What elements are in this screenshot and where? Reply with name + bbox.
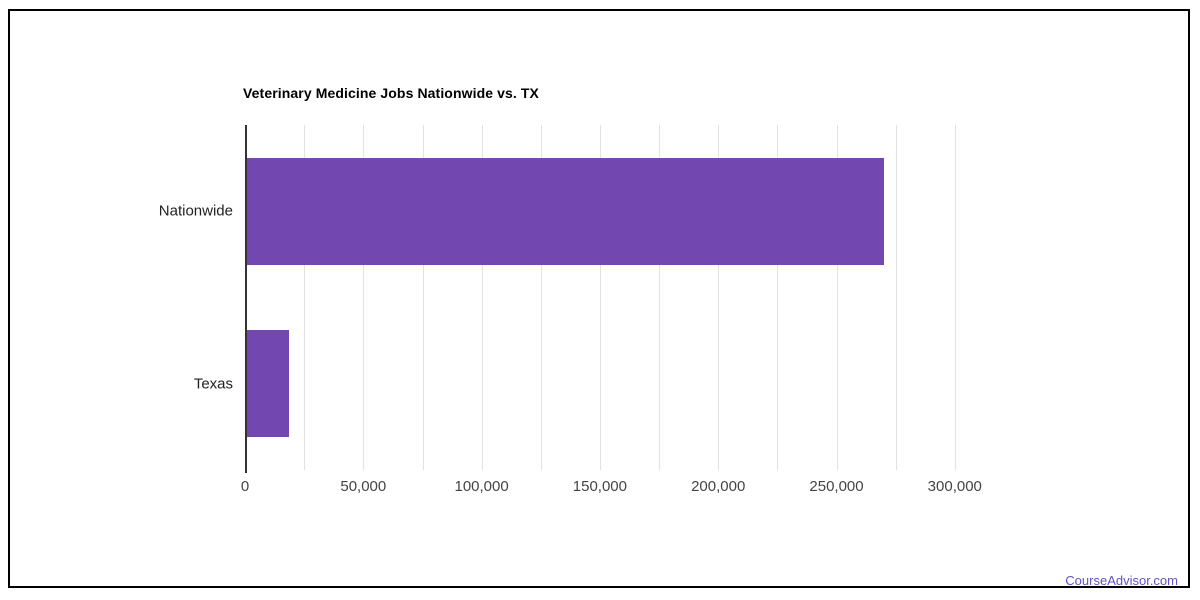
x-tick-label: 250,000 — [809, 478, 864, 495]
gridline — [363, 125, 365, 470]
gridline — [777, 125, 779, 470]
gridline — [659, 125, 661, 470]
gridline — [481, 125, 483, 470]
gridline — [954, 125, 956, 470]
x-tick-label: 200,000 — [691, 478, 746, 495]
courseadvisor-link[interactable]: CourseAdvisor.com — [1065, 573, 1178, 588]
bar-nationwide — [247, 157, 884, 265]
bar-texas — [247, 330, 289, 438]
gridline — [895, 125, 897, 470]
category-label-nationwide: Nationwide — [158, 202, 233, 220]
gridline — [836, 125, 838, 470]
gridline — [422, 125, 424, 470]
plot-area — [245, 125, 1014, 473]
x-tick-label: 0 — [240, 478, 250, 495]
gridline — [599, 125, 601, 470]
gridline — [540, 125, 542, 470]
gridline — [718, 125, 720, 470]
x-tick-label: 50,000 — [340, 478, 387, 495]
chart-title: Veterinary Medicine Jobs Nationwide vs. … — [243, 85, 539, 101]
x-tick-label: 150,000 — [572, 478, 628, 495]
x-tick-label: 300,000 — [927, 478, 982, 495]
axis-baseline — [245, 125, 247, 473]
category-label-texas: Texas — [193, 375, 233, 393]
gridline — [304, 125, 306, 470]
x-tick-label: 100,000 — [454, 478, 509, 495]
